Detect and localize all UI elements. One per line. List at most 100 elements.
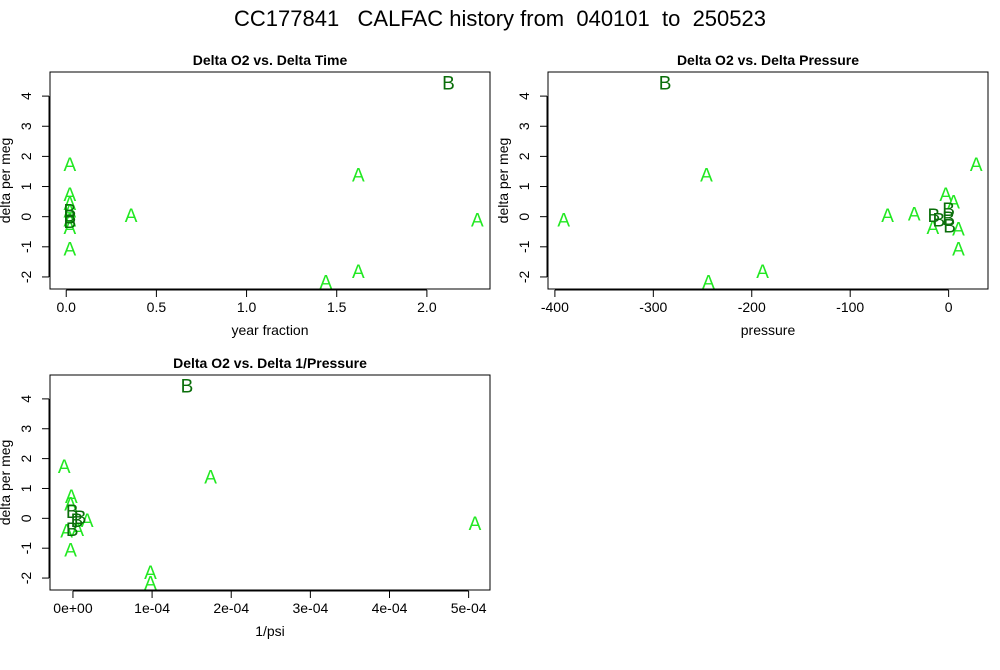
y-tick-label: 2 (18, 455, 34, 463)
chart-title: Delta O2 vs. Delta 1/Pressure (173, 355, 367, 371)
y-tick-label: 4 (18, 395, 34, 403)
data-point-a: A (352, 165, 365, 186)
y-tick-label: -1 (516, 240, 532, 253)
data-point-a: A (700, 165, 713, 186)
y-tick-label: -2 (18, 572, 34, 585)
data-point-b: B (943, 217, 956, 238)
x-tick-label: 0e+00 (53, 600, 93, 616)
data-point-a: A (71, 520, 84, 541)
data-point-b: B (74, 508, 87, 529)
data-point-a: A (970, 155, 983, 176)
data-point-a: A (756, 262, 769, 283)
data-point-a: A (63, 239, 76, 260)
y-tick-label: 4 (516, 92, 532, 100)
data-point-a: A (320, 272, 333, 293)
data-point-a: A (64, 494, 77, 515)
y-axis-label: delta per meg (0, 138, 13, 224)
data-point-b: B (442, 74, 455, 95)
chart-panel-2: Delta O2 vs. Delta Pressure pressure delta… (495, 52, 989, 338)
data-point-a: A (63, 185, 76, 206)
y-tick-label: -2 (18, 271, 34, 284)
chart-title: Delta O2 vs. Delta Time (193, 52, 348, 68)
x-tick-label: -300 (639, 299, 667, 315)
data-point-a: A (908, 205, 921, 226)
x-tick-label: 0.0 (56, 299, 76, 315)
y-tick-label: 1 (516, 182, 532, 190)
x-tick-label: -200 (738, 299, 766, 315)
data-point-a: A (58, 457, 71, 478)
chart-title: Delta O2 vs. Delta Pressure (677, 52, 859, 68)
y-tick-label: 2 (516, 152, 532, 160)
data-point-b: B (181, 376, 194, 397)
y-tick-label: 3 (18, 425, 34, 433)
x-tick-label: 2e-04 (213, 600, 249, 616)
data-point-b: B (932, 211, 945, 232)
y-tick-label: -2 (516, 271, 532, 284)
data-point-a: A (702, 272, 715, 293)
x-tick-label: 4e-04 (372, 600, 408, 616)
x-tick-label: 1e-04 (134, 600, 170, 616)
data-point-a: A (144, 563, 157, 584)
data-point-b: B (942, 209, 955, 230)
data-point-a: A (952, 239, 965, 260)
data-point-b: B (63, 208, 76, 229)
x-tick-label: 0 (945, 299, 953, 315)
x-axis-label: year fraction (231, 322, 308, 338)
x-tick-label: 1.5 (327, 299, 347, 315)
plot-frame (49, 71, 491, 290)
data-point-a: A (557, 211, 570, 232)
data-point-a: A (63, 155, 76, 176)
data-point-b: B (66, 502, 79, 523)
y-tick-label: -1 (18, 240, 34, 253)
data-point-a: A (63, 218, 76, 239)
data-point-a: A (63, 211, 76, 232)
chart-panel-3: Delta O2 vs. Delta 1/Pressure 1/psi delta … (0, 355, 491, 639)
data-point-a: A (65, 487, 78, 508)
x-tick-label: -100 (836, 299, 864, 315)
y-axis-label: delta per meg (0, 440, 13, 526)
data-point-b: B (928, 206, 941, 227)
x-tick-label: 1.0 (237, 299, 257, 315)
data-point-a: A (81, 511, 94, 532)
data-point-a: A (952, 220, 965, 241)
data-point-a: A (352, 262, 365, 283)
data-point-b: B (66, 520, 79, 541)
data-point-a: A (881, 206, 894, 227)
x-axis-label: pressure (741, 322, 796, 338)
y-tick-label: 0 (516, 213, 532, 221)
data-point-a: A (63, 202, 76, 223)
y-axis-label: delta per meg (495, 138, 511, 224)
data-point-a: A (204, 468, 217, 489)
data-point-a: A (144, 574, 157, 595)
y-tick-label: 4 (18, 92, 34, 100)
data-point-b: B (942, 200, 955, 221)
x-axis-label: 1/psi (255, 623, 285, 639)
data-point-a: A (125, 206, 138, 227)
y-tick-label: 2 (18, 152, 34, 160)
data-point-b: B (659, 74, 672, 95)
y-tick-label: 0 (18, 514, 34, 522)
data-point-a: A (64, 541, 77, 562)
data-point-b: B (63, 212, 76, 233)
x-tick-label: 5e-04 (451, 600, 487, 616)
y-tick-label: 1 (18, 182, 34, 190)
data-point-b: B (63, 202, 76, 223)
y-tick-label: 3 (516, 122, 532, 130)
data-point-a: A (939, 185, 952, 206)
data-point-a: A (927, 218, 940, 239)
data-point-a: A (60, 521, 73, 542)
x-tick-label: 3e-04 (292, 600, 328, 616)
x-tick-label: 0.5 (147, 299, 167, 315)
x-tick-label: 2.0 (417, 299, 437, 315)
y-tick-label: 0 (18, 213, 34, 221)
main-title: CC177841 CALFAC history from 040101 to 2… (234, 6, 766, 31)
data-point-a: A (469, 514, 482, 535)
data-point-a: A (63, 194, 76, 215)
y-tick-label: 3 (18, 122, 34, 130)
data-point-b: B (71, 511, 84, 532)
y-tick-label: -1 (18, 542, 34, 555)
x-tick-label: -400 (541, 299, 569, 315)
y-tick-label: 1 (18, 484, 34, 492)
plot-frame (547, 71, 989, 290)
